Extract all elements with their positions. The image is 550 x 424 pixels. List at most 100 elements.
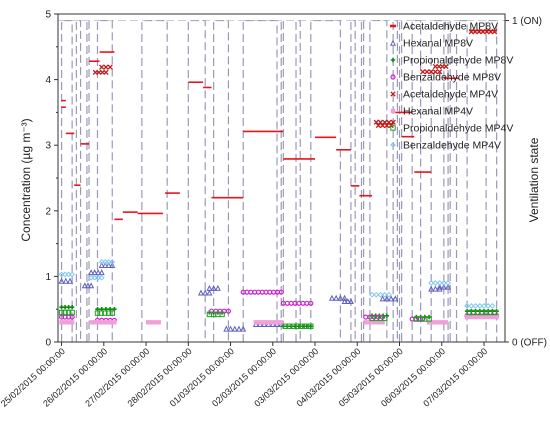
data-point <box>367 320 373 325</box>
series-segment <box>99 64 113 70</box>
data-point <box>432 285 439 292</box>
data-point <box>219 311 225 318</box>
data-point <box>98 261 105 268</box>
data-point <box>69 305 75 310</box>
data-point <box>108 320 113 325</box>
legend-label: Propionaldehyde MP4V <box>403 123 513 135</box>
data-point <box>445 280 451 286</box>
series-segment <box>363 320 385 325</box>
series-acetaldehyde-mp4v <box>92 29 498 129</box>
series-segment <box>59 305 75 310</box>
series-benzaldehyde-mp8v <box>58 289 500 323</box>
data-point <box>382 315 388 322</box>
data-point <box>392 295 399 302</box>
series-segment <box>426 320 449 325</box>
data-point <box>62 277 69 284</box>
legend-marker <box>390 125 396 131</box>
data-point <box>62 320 68 325</box>
data-point <box>210 284 217 291</box>
series-propionaldehyde-mp8v <box>59 305 499 329</box>
series-segment <box>88 269 105 276</box>
data-point <box>107 64 113 70</box>
data-point <box>379 122 386 129</box>
ventilation-on-period <box>141 19 168 342</box>
data-point <box>231 325 238 332</box>
legend-marker <box>390 24 396 28</box>
data-point <box>435 320 440 325</box>
data-point <box>292 324 298 329</box>
series-segment <box>282 323 314 329</box>
data-point <box>390 119 396 125</box>
legend-label: Acetaldehyde MP4V <box>403 89 498 101</box>
data-point <box>103 64 109 70</box>
data-point <box>341 298 348 305</box>
data-point <box>440 283 447 290</box>
series-segment <box>280 300 314 306</box>
series-segment <box>420 69 443 75</box>
legend-marker <box>390 57 396 63</box>
data-point <box>153 320 158 325</box>
series-segment <box>436 283 452 290</box>
legend-label: Benzaldehyde MP8V <box>403 72 501 84</box>
series-segment <box>240 289 284 295</box>
ventilation-on-period <box>213 19 230 342</box>
series-segment <box>464 308 499 314</box>
data-point <box>206 284 213 291</box>
data-point <box>426 320 432 325</box>
data-point <box>262 320 267 325</box>
data-point <box>67 277 74 284</box>
series-segment <box>145 320 161 325</box>
legend-item: Benzaldehyde MP4V <box>390 140 501 152</box>
data-point <box>88 282 95 289</box>
series-segment <box>328 294 348 301</box>
data-point <box>432 280 439 286</box>
data-point <box>333 294 340 301</box>
legend-marker <box>390 142 396 148</box>
data-point <box>102 310 108 316</box>
data-point <box>481 314 487 320</box>
series-segment <box>253 320 284 325</box>
data-point <box>94 310 101 316</box>
data-point <box>278 289 284 295</box>
data-point <box>373 119 379 125</box>
ventilation-on-period <box>96 19 113 342</box>
data-point <box>96 320 102 325</box>
data-point <box>308 324 314 329</box>
legend-item: Acetaldehyde MP8V <box>390 21 498 33</box>
data-point <box>436 280 443 286</box>
data-point <box>484 29 490 35</box>
data-point <box>270 320 275 325</box>
data-point <box>99 64 105 70</box>
data-point <box>81 282 88 289</box>
data-point <box>480 29 486 35</box>
ventilation-on-period <box>295 19 301 342</box>
legend-label: Hexanal MP8V <box>403 38 473 50</box>
data-point <box>91 269 98 276</box>
data-point <box>240 325 247 332</box>
ventilation-on-period <box>485 19 498 342</box>
data-point <box>488 29 494 35</box>
data-point <box>428 285 435 292</box>
data-point <box>197 289 204 296</box>
legend-label: Benzaldehyde MP4V <box>403 140 501 152</box>
data-point <box>363 314 369 320</box>
data-point <box>98 274 105 281</box>
data-point <box>59 320 64 325</box>
series-segment <box>92 69 109 76</box>
data-point <box>227 325 234 332</box>
data-point <box>436 69 443 75</box>
data-point <box>476 303 483 309</box>
series-segment <box>466 309 498 316</box>
data-point <box>104 320 109 325</box>
y2-axis: 0 (OFF) 1 (ON) <box>505 16 547 349</box>
data-point <box>156 320 161 325</box>
data-point <box>469 314 474 320</box>
y2-tick-label: 1 (ON) <box>512 16 542 27</box>
series-segment <box>428 280 451 286</box>
data-point <box>98 269 105 276</box>
data-point <box>288 324 294 329</box>
ventilation-on-period <box>447 19 451 342</box>
data-point <box>476 29 482 35</box>
legend-item: Benzaldehyde MP8V <box>390 72 501 84</box>
